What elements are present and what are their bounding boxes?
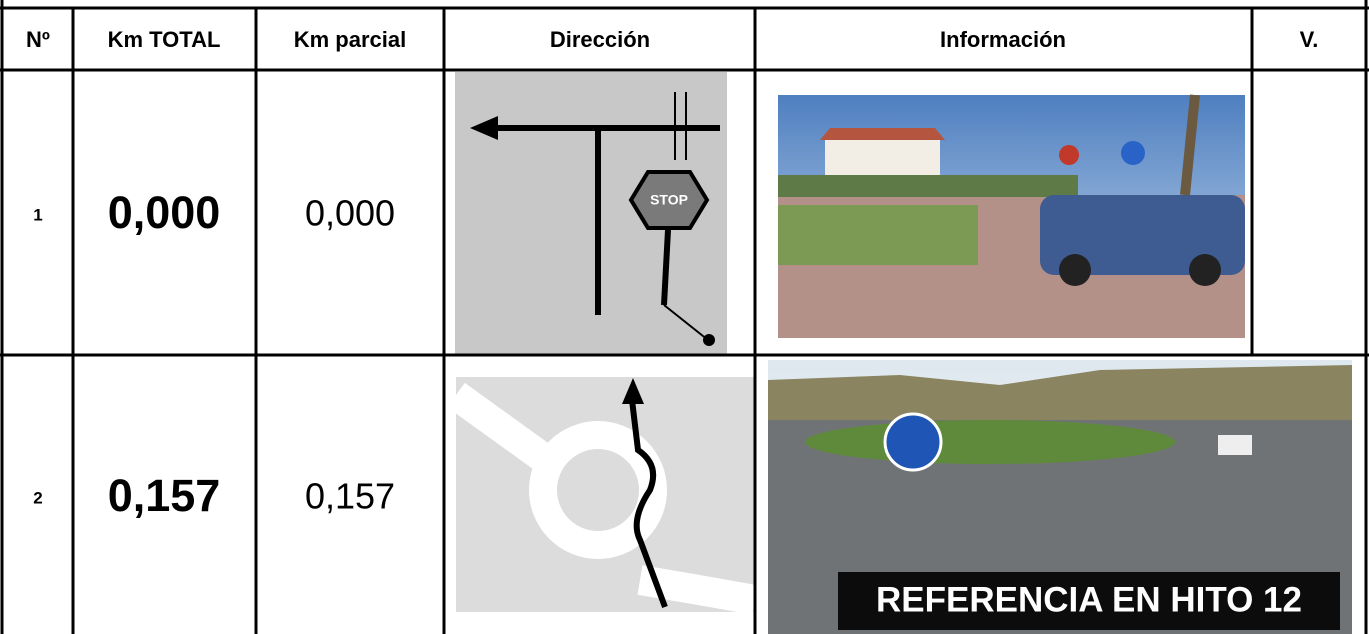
header-cell: Nº [26,27,50,52]
row-number: 1 [33,205,42,224]
header-cell: Dirección [550,27,650,52]
km-total: 0,000 [108,187,221,238]
photo-caption: REFERENCIA EN HITO 12 [876,580,1302,619]
km-parcial: 0,157 [305,476,395,517]
header-cell: Km TOTAL [108,27,221,52]
photo [778,94,1245,338]
km-parcial: 0,000 [305,193,395,234]
direction-diagram [455,72,727,355]
header-cell: Km parcial [294,27,407,52]
header-cell: V. [1300,27,1319,52]
header-cell: Información [940,27,1066,52]
stop-sign-label: STOP [650,192,688,208]
row-number: 2 [33,488,42,507]
route-map [447,377,758,615]
photo [768,360,1352,634]
km-total: 0,157 [108,470,221,521]
